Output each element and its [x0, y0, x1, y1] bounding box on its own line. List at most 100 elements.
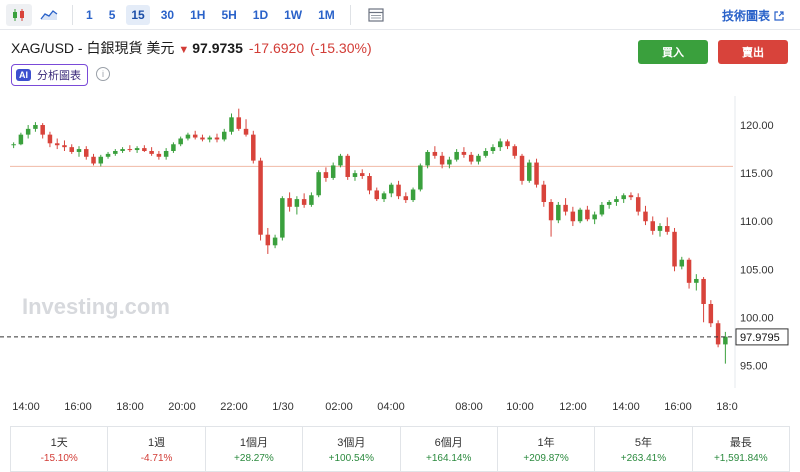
candle-body	[243, 128, 249, 135]
performance-summary: 1天 -15.10% 1週 -4.71% 1個月 +28.27% 3個月 +100.54% 6個…	[10, 426, 790, 472]
performance-cell[interactable]: 1天 -15.10%	[11, 427, 109, 471]
candle-body	[374, 190, 380, 200]
performance-period: 6個月	[434, 437, 463, 449]
candle-body	[309, 195, 314, 205]
candle-body	[577, 209, 583, 222]
candle-body	[556, 204, 561, 221]
performance-cell[interactable]: 1年 +209.87%	[498, 427, 596, 471]
last-price: 97.9735	[192, 40, 243, 56]
candle-body	[657, 226, 663, 231]
candle-body	[599, 204, 605, 215]
candle-body	[84, 149, 89, 157]
sell-button[interactable]: 賣出	[718, 40, 788, 64]
candle-body	[120, 149, 125, 151]
x-tick-label: 18:0	[716, 401, 737, 413]
candle-body	[548, 201, 554, 221]
x-tick-label: 14:00	[612, 401, 640, 413]
candle-body	[171, 144, 176, 151]
candle-body	[251, 134, 256, 161]
timeframe-1m[interactable]: 1M	[318, 7, 335, 22]
timeframe-30[interactable]: 30	[160, 7, 175, 22]
chart-toolbar: 1 5 15 30 1H 5H 1D 1W 1M 技術圖表	[0, 0, 800, 30]
performance-cell[interactable]: 1週 -4.71%	[108, 427, 206, 471]
x-tick-label: 04:00	[377, 401, 405, 413]
candle-body	[519, 155, 525, 181]
toolbar-divider	[72, 4, 73, 25]
candle-body	[447, 159, 452, 165]
candle-body	[294, 199, 300, 207]
candle-body	[570, 211, 576, 222]
price-chart[interactable]: Investing.com 120.00 115.00 110.00 105.00 100…	[0, 96, 800, 418]
candle-body	[483, 150, 488, 156]
candle-body	[367, 176, 372, 191]
candle-body	[185, 134, 191, 139]
timeframe-5h[interactable]: 5H	[221, 7, 237, 22]
instrument-name: XAG/USD - 白銀現貨 美元	[11, 40, 175, 56]
timeframe-5[interactable]: 5	[108, 7, 116, 22]
candle-body	[287, 198, 292, 207]
performance-value: +209.87%	[523, 453, 569, 464]
info-icon[interactable]: i	[96, 67, 110, 81]
area-chart-icon[interactable]	[36, 4, 62, 26]
candle-body	[221, 131, 227, 140]
y-tick-label: 100.00	[740, 312, 774, 324]
candle-body	[541, 184, 547, 202]
down-arrow-icon: ▼	[178, 44, 190, 56]
timeframe-1[interactable]: 1	[86, 7, 93, 22]
candle-body	[192, 134, 198, 138]
candle-body	[439, 155, 445, 165]
x-tick-label: 18:00	[116, 401, 144, 413]
candle-body	[505, 141, 510, 147]
candle-body	[628, 195, 634, 198]
candle-body	[679, 259, 685, 267]
x-tick-label: 10:00	[506, 401, 534, 413]
watermark-logo: Investing.com	[22, 294, 170, 319]
candle-body	[512, 146, 518, 156]
performance-period: 1週	[148, 437, 166, 449]
candle-body	[54, 143, 60, 146]
candle-body	[69, 147, 74, 152]
performance-cell[interactable]: 6個月 +164.14%	[401, 427, 498, 471]
buy-button[interactable]: 買入	[638, 40, 708, 64]
timeframe-1d[interactable]: 1D	[252, 7, 269, 22]
timeframe-15[interactable]: 15	[126, 4, 150, 25]
candlestick-icon[interactable]	[6, 3, 32, 26]
candle-body	[425, 151, 430, 166]
candle-body	[650, 221, 655, 231]
timeframe-1w[interactable]: 1W	[284, 7, 303, 22]
candle-body	[490, 147, 496, 151]
analysis-chart-button[interactable]: AI 分析圖表	[11, 64, 88, 86]
x-tick-label: 08:00	[455, 401, 483, 413]
performance-cell[interactable]: 1個月 +28.27%	[206, 427, 304, 471]
price-change-percent: (-15.30%)	[310, 40, 372, 56]
candle-body	[76, 149, 82, 152]
candle-body	[352, 173, 358, 177]
performance-cell[interactable]: 5年 +263.41%	[595, 427, 693, 471]
analysis-chart-label: 分析圖表	[37, 70, 81, 82]
y-tick-label: 105.00	[740, 264, 774, 276]
candle-body	[454, 151, 459, 160]
technical-chart-link[interactable]: 技術圖表	[722, 7, 784, 24]
candle-body	[345, 155, 350, 177]
candle-body	[686, 259, 692, 283]
performance-period: 1年	[537, 437, 555, 449]
candle-body	[236, 117, 242, 129]
timeframe-1h[interactable]: 1H	[190, 7, 206, 22]
candle-body	[606, 201, 612, 205]
performance-value: +263.41%	[620, 453, 667, 464]
performance-cell[interactable]: 3個月 +100.54%	[303, 427, 401, 471]
candle-body	[476, 155, 481, 162]
candle-body	[98, 156, 104, 164]
candle-body	[229, 117, 234, 132]
candle-body	[265, 234, 271, 246]
candle-body	[91, 156, 96, 164]
candle-body	[105, 153, 111, 157]
performance-value: -15.10%	[40, 453, 78, 464]
timeframe-group: 1 5 15 30 1H 5H 1D 1W 1M	[81, 4, 346, 25]
table-view-icon[interactable]	[363, 4, 389, 26]
candle-body	[672, 231, 677, 267]
performance-value: -4.71%	[140, 453, 173, 464]
instrument-header: XAG/USD - 白銀現貨 美元 ▼ 97.9735 -17.6920 (-1…	[11, 38, 372, 58]
performance-cell[interactable]: 最長 +1,591.84%	[693, 427, 789, 471]
performance-value: +28.27%	[234, 453, 274, 464]
